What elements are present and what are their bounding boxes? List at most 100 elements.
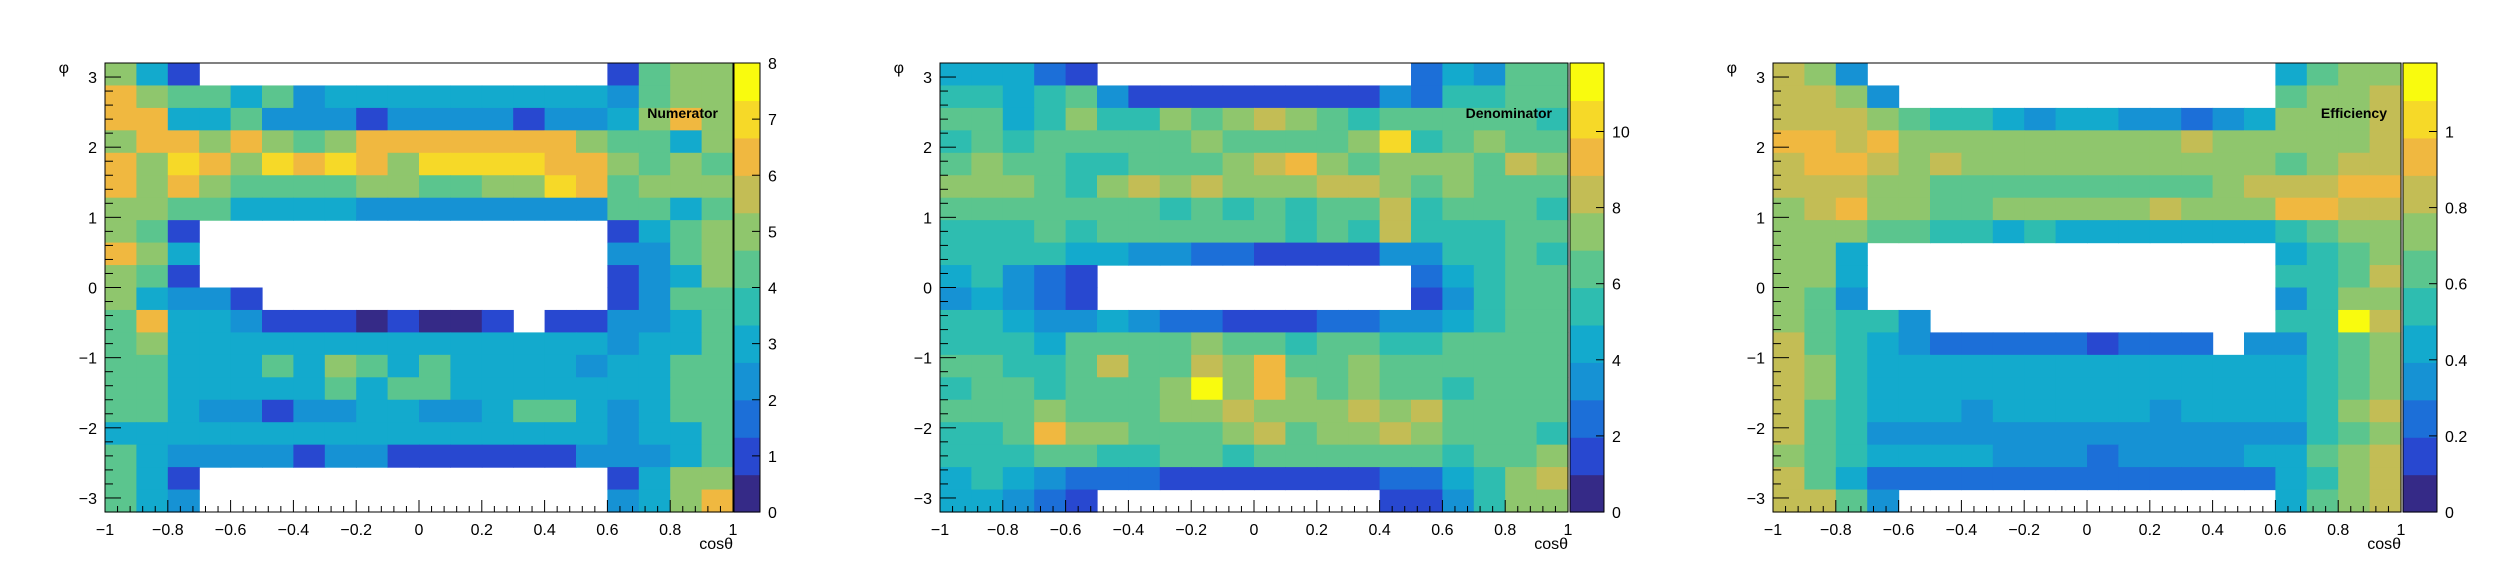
x-tick-label: 0.6 <box>2264 522 2286 539</box>
heatmap-cell <box>230 354 263 378</box>
heatmap-cell <box>1804 197 1837 221</box>
heatmap-cell <box>940 444 972 468</box>
heatmap-cell <box>1285 354 1318 378</box>
heatmap-cell <box>1536 175 1569 199</box>
heatmap-cell <box>262 107 294 131</box>
heatmap-cell <box>1773 175 1805 199</box>
color-bar-tick-label: 6 <box>1612 277 1621 294</box>
heatmap-cell <box>2118 130 2151 154</box>
heatmap-cell <box>1128 467 1161 491</box>
heatmap-cell <box>1930 332 1962 356</box>
heatmap-cell <box>1034 63 1067 87</box>
heatmap-cell <box>1804 107 1837 131</box>
heatmap-cell <box>199 152 232 176</box>
heatmap-cell <box>1034 107 1067 131</box>
heatmap-cell <box>1379 309 1412 333</box>
heatmap-cell <box>1961 175 1994 199</box>
heatmap-cell <box>670 399 703 423</box>
heatmap-cell <box>2055 197 2088 221</box>
heatmap-cell <box>670 85 703 109</box>
heatmap-cell <box>2369 63 2402 87</box>
heatmap-cell <box>1097 354 1129 378</box>
heatmap-cell <box>2306 399 2339 423</box>
heatmap-cell <box>293 444 326 468</box>
heatmap-cell <box>1473 377 1506 401</box>
heatmap-cell <box>1348 354 1381 378</box>
heatmap-cell <box>1898 220 1931 244</box>
heatmap-cell <box>2118 332 2151 356</box>
heatmap-cell <box>701 152 734 176</box>
color-bar-tick-label: 4 <box>1612 353 1621 370</box>
heatmap-cell <box>2055 377 2088 401</box>
color-bar-frame <box>1569 62 1605 513</box>
heatmap-cell <box>1002 63 1035 87</box>
heatmap-cell <box>2024 444 2057 468</box>
heatmap-cell <box>2275 175 2308 199</box>
heatmap-cell <box>199 85 232 109</box>
x-tick-label: −0.4 <box>278 522 310 539</box>
heatmap-cell <box>1442 63 1475 87</box>
heatmap-cell <box>1348 197 1381 221</box>
color-bar-tick-label: 2 <box>768 393 777 410</box>
heatmap-cell <box>1065 422 1098 446</box>
heatmap-cell <box>1316 107 1349 131</box>
heatmap-cell <box>199 377 232 401</box>
color-bar-segment <box>1570 175 1604 214</box>
heatmap-panel-3: −1 −0.8 −0.6 −0.4 −0.2 0 0.2 0.4 0.6 0.8 1 −3 −2 −1 0 1… <box>1727 60 2468 553</box>
color-bar-segment <box>1570 362 1604 401</box>
heatmap-cell <box>324 422 357 446</box>
heatmap-cell <box>2055 422 2088 446</box>
heatmap-cell <box>576 197 608 221</box>
panel-title: Efficiency <box>2321 105 2387 121</box>
heatmap-cell <box>1065 63 1098 87</box>
color-bar-tick-label: 7 <box>768 112 777 129</box>
heatmap-cell <box>513 377 546 401</box>
heatmap-cell <box>638 175 671 199</box>
heatmap-cell <box>481 399 514 423</box>
heatmap-cell <box>105 444 137 468</box>
heatmap-cell <box>1379 377 1412 401</box>
heatmap-cell <box>1961 399 1994 423</box>
heatmap-cell <box>1065 130 1098 154</box>
heatmap-cell <box>1442 399 1475 423</box>
heatmap-cell <box>1773 152 1805 176</box>
color-bar-segment <box>1570 399 1604 438</box>
heatmap-cell <box>199 287 232 311</box>
x-axis-label: cosθ <box>1534 536 1568 553</box>
heatmap-cell <box>1254 242 1286 266</box>
heatmap-cell <box>1898 332 1931 356</box>
heatmap-cell <box>481 354 514 378</box>
heatmap-cell <box>1065 354 1098 378</box>
heatmap-cell <box>1867 399 1900 423</box>
heatmap-cell <box>2369 175 2402 199</box>
heatmap-cell <box>1992 130 2025 154</box>
heatmap-cell <box>2275 85 2308 109</box>
y-axis-label: φ <box>894 60 904 77</box>
heatmap-cell <box>1348 332 1381 356</box>
heatmap-cell <box>1442 107 1475 131</box>
heatmap-cell <box>2212 354 2245 378</box>
heatmap-cell <box>2275 332 2308 356</box>
color-bar: 0 0.2 0.4 0.6 0.8 1 <box>2402 62 2467 522</box>
heatmap-cell <box>2212 107 2245 131</box>
heatmap-cell <box>670 444 703 468</box>
heatmap-cell <box>1505 265 1538 289</box>
heatmap-cell <box>1065 467 1098 491</box>
heatmap-cell <box>230 197 263 221</box>
heatmap-cell <box>544 130 577 154</box>
heatmap-cell <box>1536 332 1569 356</box>
heatmap-cell <box>481 197 514 221</box>
heatmap-cell <box>1835 467 1868 491</box>
heatmap-cell <box>2275 107 2308 131</box>
heatmap-cell <box>1505 287 1538 311</box>
heatmap-cell <box>1867 467 1900 491</box>
heatmap-cell <box>1065 399 1098 423</box>
heatmap-cell <box>419 332 451 356</box>
x-tick-label: 0 <box>415 522 424 539</box>
heatmap-cell <box>481 332 514 356</box>
heatmap-cell <box>324 130 357 154</box>
heatmap-cell <box>971 130 1004 154</box>
heatmap-cell <box>2275 63 2308 87</box>
heatmap-cell <box>356 309 389 333</box>
